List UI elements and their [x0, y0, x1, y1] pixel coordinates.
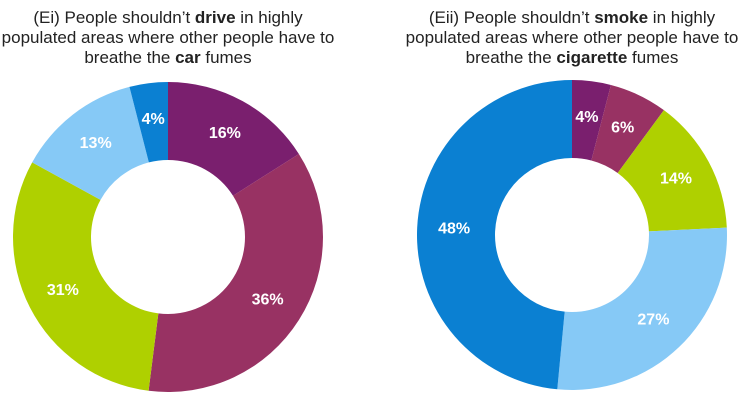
- donut-slice: [13, 162, 159, 391]
- title-segment: drive: [194, 8, 236, 27]
- donut-slice: [617, 110, 727, 232]
- title-segment: cigarette: [556, 48, 628, 67]
- donut-slice: [129, 82, 168, 163]
- title-segment: fumes: [200, 48, 252, 67]
- chart-title: (Eii) People shouldn’t smoke in highly p…: [402, 8, 742, 68]
- donut-slice: [591, 84, 664, 173]
- title-segment: in highly populated areas where other pe…: [1, 8, 335, 67]
- slice-label: 16%: [209, 125, 241, 142]
- donut-slice: [557, 227, 727, 390]
- slice-label: 4%: [142, 111, 165, 128]
- slice-label: 6%: [611, 120, 634, 137]
- donut-slice: [572, 80, 611, 161]
- slice-label: 31%: [47, 282, 79, 299]
- title-segment: car: [175, 48, 201, 67]
- title-segment: (Ei) People shouldn’t: [33, 8, 195, 27]
- donut-slice: [32, 86, 149, 200]
- title-segment: in highly populated areas where other pe…: [405, 8, 739, 67]
- donut-slice: [148, 153, 323, 392]
- donut-slice: [168, 82, 299, 196]
- donut-slice: [417, 80, 572, 390]
- title-segment: (Eii) People shouldn’t: [428, 8, 595, 27]
- slice-label: 13%: [80, 135, 112, 152]
- slice-label: 36%: [252, 291, 284, 308]
- chart-title: (Ei) People shouldn’t drive in highly po…: [0, 8, 338, 68]
- title-segment: fumes: [627, 48, 679, 67]
- slice-label: 48%: [438, 221, 470, 238]
- slice-label: 14%: [660, 170, 692, 187]
- slice-label: 4%: [575, 109, 598, 126]
- title-segment: smoke: [594, 8, 649, 27]
- slice-label: 27%: [637, 312, 669, 329]
